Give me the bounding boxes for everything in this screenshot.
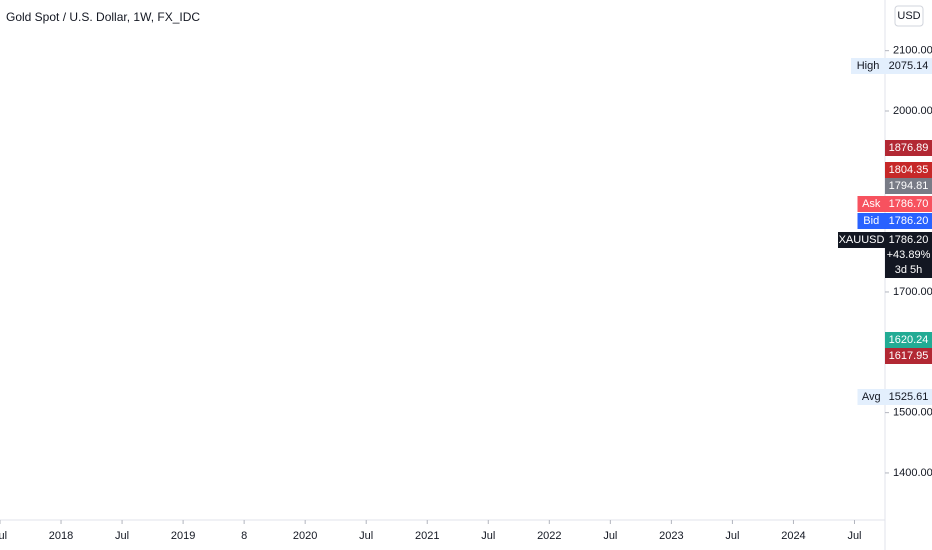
x-tick-label: 2022: [537, 530, 561, 542]
x-tick-label: Jul: [725, 530, 739, 542]
y-tick-label: 2000.00: [893, 105, 932, 117]
price-tag-note-label: Avg: [862, 391, 881, 403]
price-tag-note-label: Bid: [863, 215, 879, 227]
price-tag: [885, 196, 932, 212]
price-tag-note-label: XAUUSD: [839, 234, 885, 246]
price-tag: [885, 178, 932, 194]
price-tag: [885, 247, 932, 263]
price-tag-label: 2075.14: [889, 60, 929, 72]
currency[interactable]: USD: [897, 10, 920, 22]
price-tag: [885, 332, 932, 348]
x-tick-label: Jul: [481, 530, 495, 542]
price-tag-note-label: High: [857, 60, 880, 72]
price-tag: [885, 232, 932, 248]
axes: 1400.00 1500.00 1700.00 2000.00 2100.00 Jul 20…: [0, 45, 932, 542]
price-tag: [885, 58, 932, 74]
y-tick-label: 1500.00: [893, 407, 932, 419]
chart-title: Gold Spot / U.S. Dollar, 1W, FX_IDC: [6, 10, 200, 24]
x-tick-label: 2019: [171, 530, 195, 542]
price-tag-note: [857, 213, 885, 229]
price-tag-note: [838, 232, 885, 248]
x-tick-label: Jul: [0, 530, 7, 542]
price-tag-note: [851, 58, 885, 74]
y-tick-label: 1700.00: [893, 286, 932, 298]
price-tag-note: [857, 389, 885, 405]
x-tick-label: Jul: [603, 530, 617, 542]
price-tag-label: 1804.35: [889, 164, 929, 176]
price-tag-label: 3d 5h: [895, 264, 923, 276]
x-tick-label: 2020: [293, 530, 317, 542]
price-tag-label: 1617.95: [889, 350, 929, 362]
y-tick-label: 2100.00: [893, 45, 932, 57]
currency-button[interactable]: [894, 5, 924, 27]
price-tag-label: 1794.81: [889, 180, 929, 192]
price-tag-label: 1525.61: [889, 391, 929, 403]
x-tick-label: 2024: [781, 530, 805, 542]
x-tick-label: Jul: [115, 530, 129, 542]
x-tick-label: 2021: [415, 530, 439, 542]
price-tag-label: 1876.89: [889, 142, 929, 154]
price-tag: [885, 389, 932, 405]
price-tag: [885, 140, 932, 156]
x-tick-label: Jul: [847, 530, 861, 542]
price-tags: 2075.14 High 1876.89 1804.35 1794.81 1786.70 A…: [838, 58, 932, 405]
price-tag-label: 1786.70: [889, 198, 929, 210]
price-tag-note-label: Ask: [862, 198, 881, 210]
price-tag-label: +43.89%: [887, 249, 931, 261]
price-tag: [885, 162, 932, 178]
price-tag-label: 1620.24: [889, 334, 929, 346]
price-tag-note: [857, 196, 885, 212]
price-tag: [885, 262, 932, 278]
price-tag-label: 1786.20: [889, 234, 929, 246]
y-tick-label: 1400.00: [893, 467, 932, 479]
x-tick-label: 8: [241, 530, 247, 542]
price-tag: [885, 213, 932, 229]
x-tick-label: 2018: [49, 530, 73, 542]
price-tag-label: 1786.20: [889, 215, 929, 227]
x-tick-label: Jul: [359, 530, 373, 542]
price-tag: [885, 348, 932, 364]
x-tick-label: 2023: [659, 530, 683, 542]
